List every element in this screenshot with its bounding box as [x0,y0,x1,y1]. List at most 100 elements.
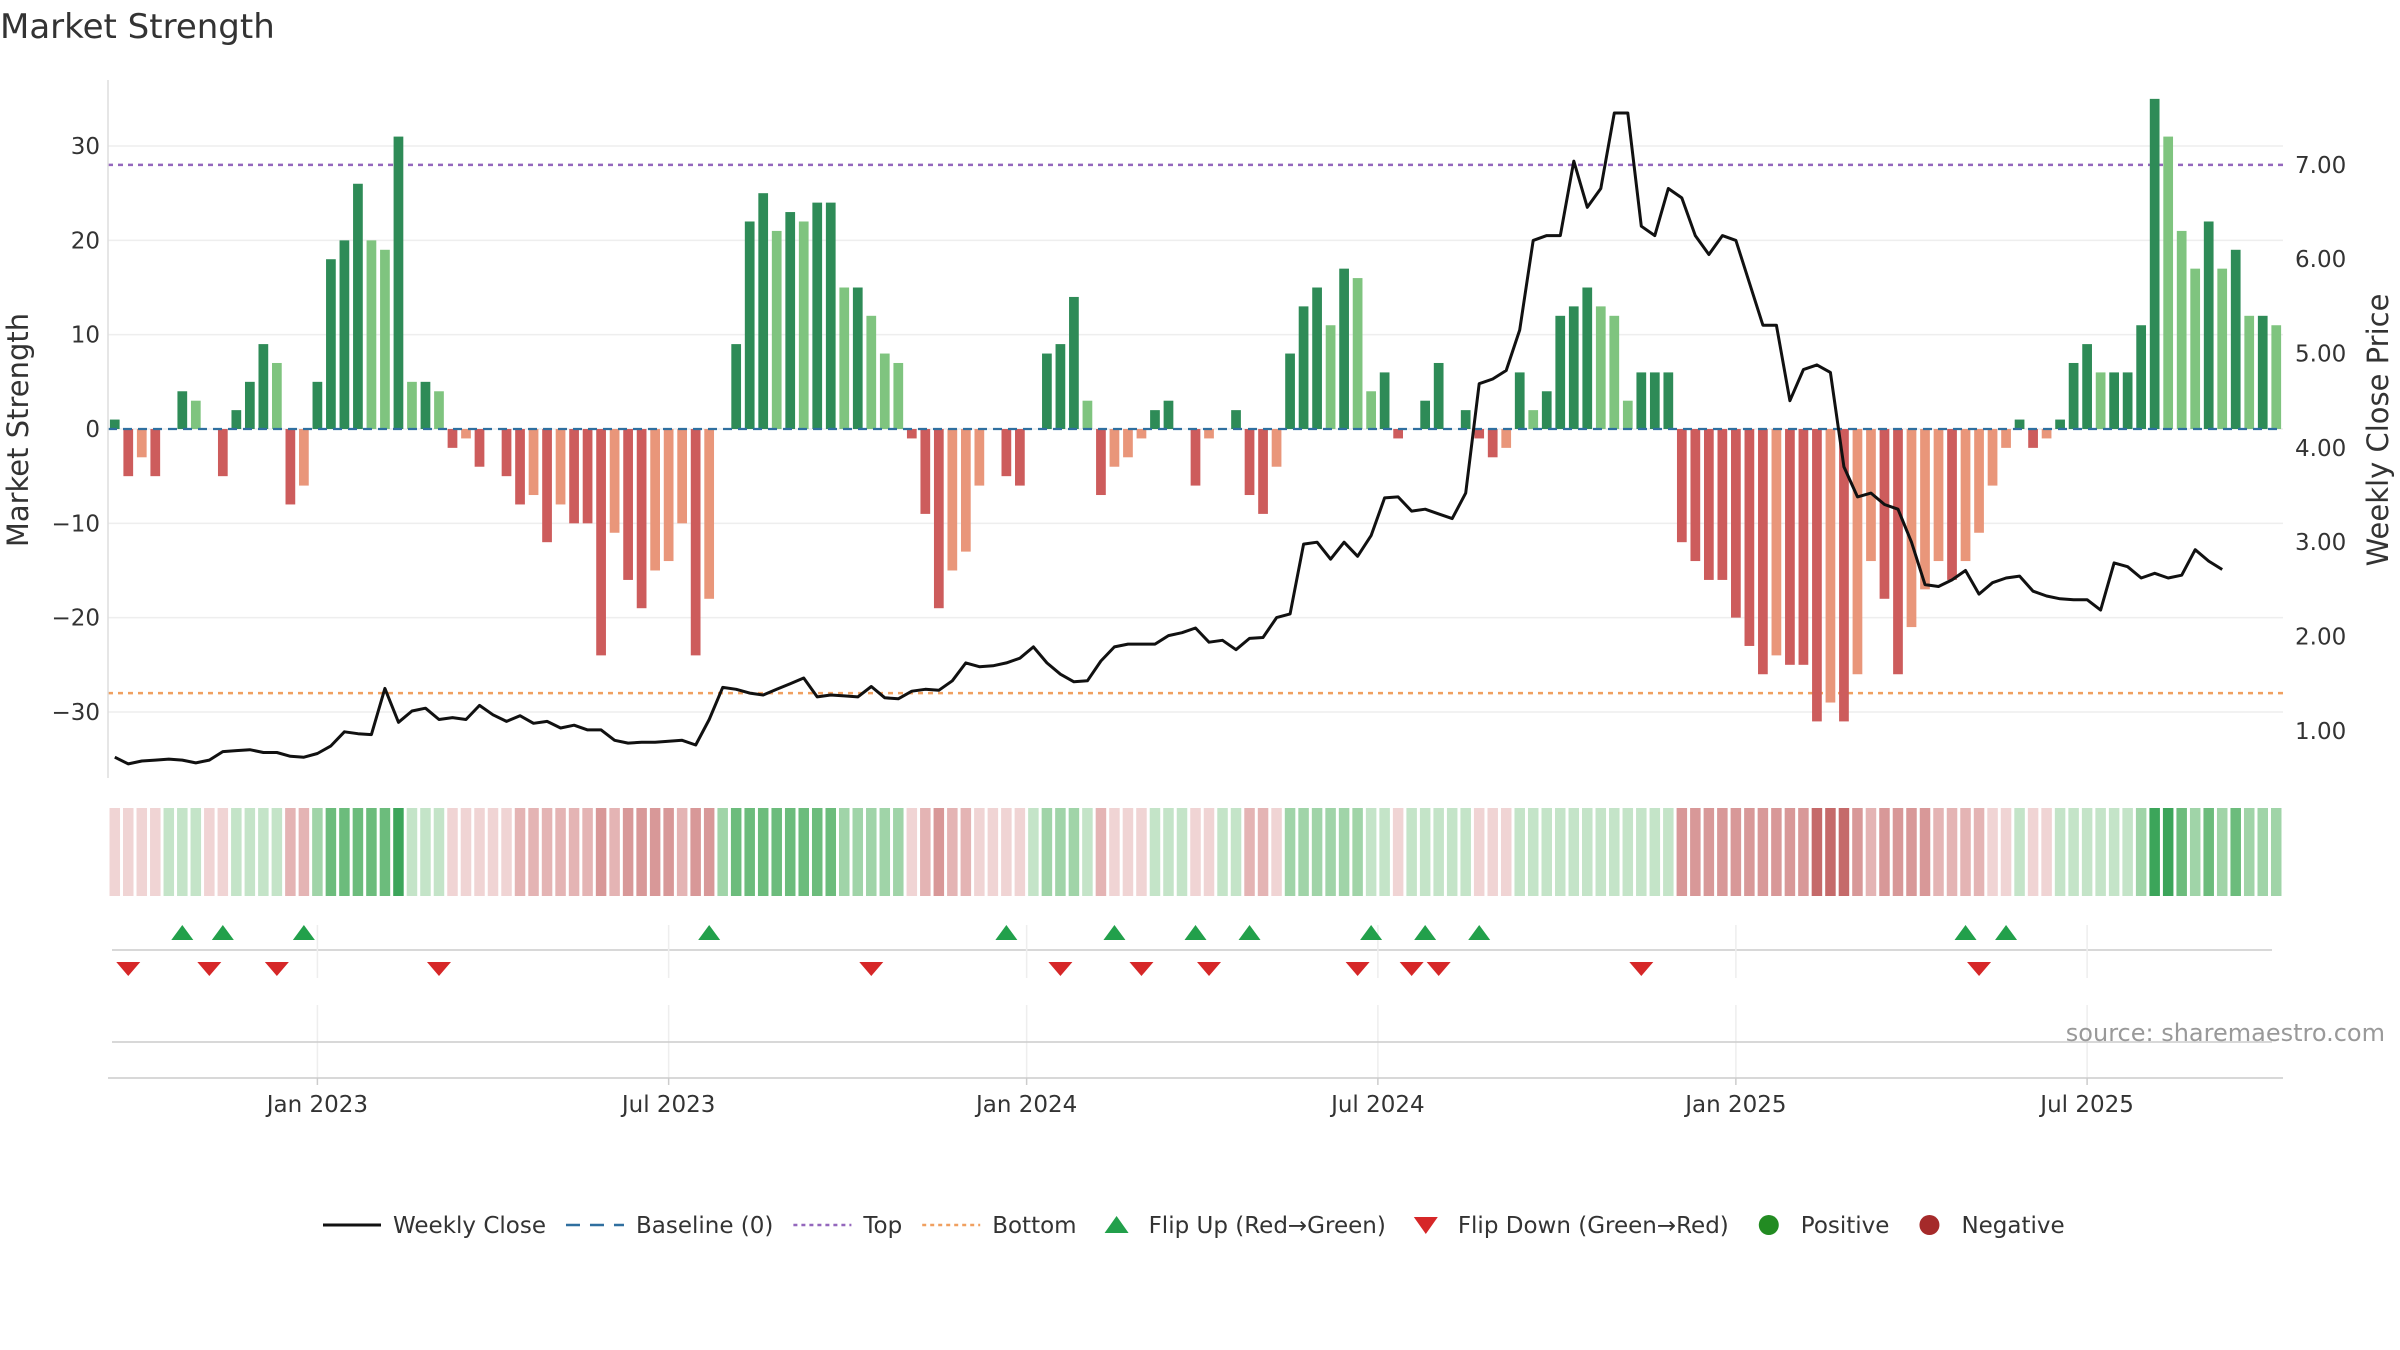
y2-tick-label: 7.00 [2295,153,2346,179]
strength-bar [1568,306,1579,429]
strength-bar [217,429,228,477]
strength-tile [1622,808,1634,896]
strength-tile [2216,808,2228,896]
strength-tile [460,808,472,896]
flip-up-marker [1995,925,2018,940]
strength-bar [1325,325,1336,429]
x-tick-label: Jan 2024 [974,1092,1077,1118]
strength-tile [1892,808,1904,896]
y2-tick-label: 6.00 [2295,247,2346,273]
strength-tile [1663,808,1674,896]
y-tick-label: 10 [71,323,100,349]
legend-label: Flip Up (Red→Green) [1149,1213,1386,1239]
flip-up-marker [995,925,1018,940]
strength-tile [1582,808,1593,896]
strength-tile [717,808,728,896]
strength-bar [1947,429,1957,580]
flip-down-marker [1399,962,1424,976]
strength-bar [1258,429,1268,514]
strength-bar [150,429,161,477]
strength-tile [568,808,580,896]
strength-bar [1285,353,1295,429]
strength-tile [933,808,945,896]
flip-down-marker [1629,962,1654,976]
strength-bar [380,249,390,429]
strength-bar [1785,429,1795,665]
strength-bar [1825,429,1836,703]
strength-bar [542,429,552,543]
y-tick-label: 0 [85,417,100,443]
strength-tile [406,808,418,896]
strength-tile [1933,808,1944,896]
weekly-close-series [114,111,2223,766]
strength-bar [1920,429,1930,590]
strength-bar [731,344,742,429]
strength-tile [177,808,188,896]
strength-bar [353,183,363,429]
flip-up-marker [698,925,721,940]
strength-tile [987,808,999,896]
strength-bar [879,353,890,429]
strength-tile [690,808,701,896]
strength-tile [2270,808,2282,896]
strength-tile [231,808,242,896]
strength-tile [514,808,526,896]
strength-tile [1487,808,1498,896]
strength-bar [244,381,255,429]
triangle-up-icon [1104,1216,1129,1233]
strength-tile [649,808,661,896]
strength-bar [1514,372,1525,429]
strength-tile [1163,808,1174,896]
strength-tile [190,808,202,896]
strength-bar [677,429,688,524]
strength-tile [1406,808,1417,896]
legend-item: Top [793,1213,902,1239]
strength-tile [1257,808,1269,896]
y-axis-ticks: 30 20 10 0 −10 −20 −30 [51,134,100,726]
strength-bar [1649,372,1660,429]
flip-down-marker [1426,962,1451,976]
strength-tile [1784,808,1796,896]
strength-bar [1960,429,1971,562]
strength-bar [2014,419,2025,429]
strength-bar [1069,296,1079,429]
strength-tile [947,808,958,896]
strength-tile [1609,808,1620,896]
strength-tile [2081,808,2093,896]
strength-tile [528,808,539,896]
strength-tile [784,808,796,896]
strength-tile [1946,808,1958,896]
strength-tile [433,808,445,896]
strength-bar [798,221,809,429]
strength-bar [2001,429,2011,448]
strength-tile [501,808,512,896]
strength-tile [825,808,837,896]
x-axis-ticks: Jan 2023 Jul 2023 Jan 2024 Jul 2024 Jan 2025… [265,1078,2134,1118]
heat-strip [109,808,2282,896]
strength-tile [1379,808,1390,896]
strength-tile [366,808,377,896]
strength-bar [434,391,444,429]
strength-tile [1271,808,1282,896]
strength-bar [1771,429,1782,656]
strength-bar [2109,372,2119,429]
flip-up-marker [1468,925,1491,940]
strength-tile [1338,808,1350,896]
strength-tile [298,808,310,896]
legend-item: Baseline (0) [565,1213,773,1239]
strength-bar [609,429,620,533]
strength-bar [1717,429,1728,580]
strength-tile [2203,808,2214,896]
strength-bar [1636,372,1647,429]
strength-bar [596,429,606,656]
strength-tile [2243,808,2255,896]
flip-down-marker [859,962,884,976]
strength-tile [1041,808,1053,896]
strength-bar [1096,429,1106,496]
strength-tile [1392,808,1404,896]
y2-axis-label: Weekly Close Price [2361,294,2395,567]
flip-down-marker [1967,962,1992,976]
strength-bar [447,429,458,448]
